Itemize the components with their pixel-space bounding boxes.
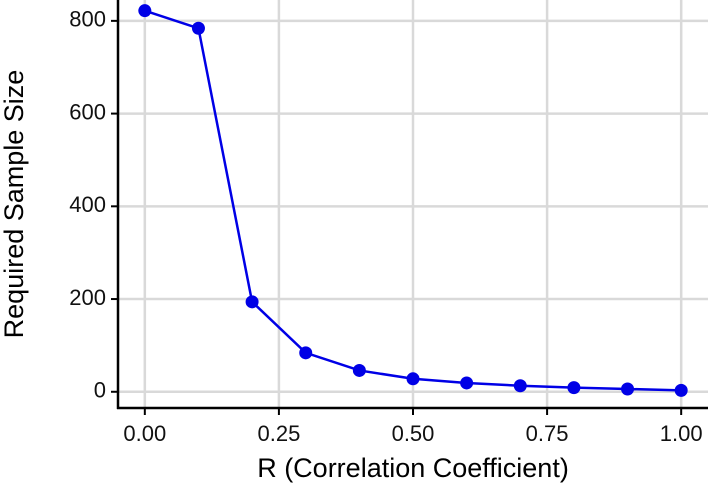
y-tick-label: 600 xyxy=(69,99,106,124)
point xyxy=(567,381,581,395)
x-tick-label: 1.00 xyxy=(660,421,703,446)
y-tick-label: 200 xyxy=(69,285,106,310)
point xyxy=(513,379,527,393)
point xyxy=(621,382,635,396)
point xyxy=(674,383,688,397)
x-axis-label: R (Correlation Coefficient) xyxy=(257,453,569,483)
point xyxy=(138,4,152,18)
y-axis-label: Required Sample Size xyxy=(0,70,29,339)
point xyxy=(191,21,205,35)
x-tick-label: 0.00 xyxy=(123,421,166,446)
point xyxy=(352,363,366,377)
x-tick-label: 0.75 xyxy=(526,421,569,446)
y-tick-label: 400 xyxy=(69,192,106,217)
x-tick-label: 0.25 xyxy=(257,421,300,446)
y-tick-label: 800 xyxy=(69,7,106,32)
point xyxy=(460,376,474,390)
point xyxy=(299,346,313,360)
y-tick-label: 0 xyxy=(94,378,106,403)
point xyxy=(406,372,420,386)
point xyxy=(245,295,259,309)
x-tick-label: 0.50 xyxy=(392,421,435,446)
